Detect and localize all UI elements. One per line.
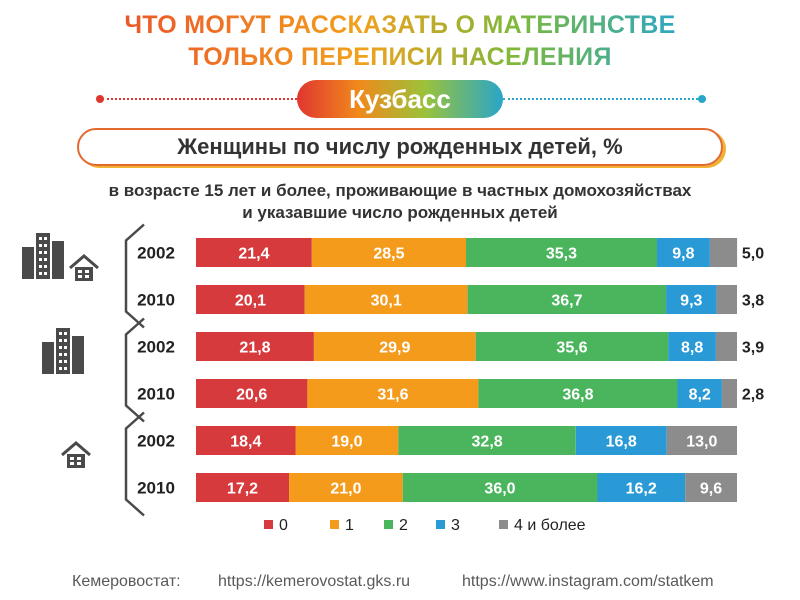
year-label: 2010 (137, 385, 175, 404)
bar-segment (575, 426, 667, 455)
data-label: 29,9 (379, 340, 410, 357)
chart-note-line-2: и указавшие число рожденных детей (242, 203, 558, 222)
data-label: 20,6 (236, 387, 267, 404)
group-bracket (124, 317, 145, 423)
data-label: 17,2 (227, 481, 258, 498)
bar-segment (402, 473, 598, 502)
bar-segment (398, 426, 576, 455)
data-label: 16,8 (606, 434, 637, 451)
bar-segment (304, 285, 468, 314)
bar-segment (196, 426, 296, 455)
bar-segment (475, 332, 669, 361)
bar-segment (721, 379, 737, 408)
year-label: 2002 (137, 244, 175, 263)
legend-label: 1 (345, 517, 354, 534)
data-label: 21,4 (238, 246, 269, 263)
data-label-outside: 2,8 (742, 387, 764, 404)
bar-segment (478, 379, 678, 408)
bar-segment (716, 285, 737, 314)
title-line-2: ТОЛЬКО ПЕРЕПИСИ НАСЕЛЕНИЯ (0, 42, 800, 72)
bar-segment (289, 473, 403, 502)
bar-segment (685, 473, 737, 502)
data-label: 8,2 (689, 387, 711, 404)
footer-instagram-link[interactable]: https://www.instagram.com/statkem (462, 573, 714, 590)
data-label: 28,5 (373, 246, 404, 263)
chart-title: Женщины по числу рожденных детей, % (77, 128, 723, 166)
bar-segment (196, 473, 290, 502)
data-label: 21,8 (239, 340, 270, 357)
footer-site-link[interactable]: https://kemerovostat.gks.ru (218, 573, 411, 590)
city-icon (22, 233, 64, 279)
stacked-bar-chart: 2002 21,4 28,5 35,3 9,8 5,0 2010 20,1 30,1 36,7 9,… (22, 223, 764, 534)
bar-segment (307, 379, 479, 408)
year-label: 2010 (137, 479, 175, 498)
bar-segment (196, 379, 308, 408)
divider-left-dot (96, 95, 104, 103)
house-icon (69, 254, 99, 281)
bar-segment (710, 238, 738, 267)
year-label: 2010 (137, 291, 175, 310)
data-label-outside: 5,0 (742, 246, 764, 263)
data-label: 9,3 (680, 293, 702, 310)
data-label: 21,0 (330, 481, 361, 498)
group-bracket (124, 223, 145, 329)
footer-source: Кемеровостат: (72, 573, 181, 590)
legend-swatch (384, 520, 393, 529)
legend-swatch (436, 520, 445, 529)
region-badge: Кузбасс (297, 80, 503, 118)
legend-swatch (499, 520, 508, 529)
bar-segment (196, 332, 314, 361)
data-label: 19,0 (331, 434, 362, 451)
city-icon (42, 328, 84, 374)
house-icon (61, 441, 91, 468)
bar-segment (666, 285, 717, 314)
data-label: 9,6 (700, 481, 722, 498)
data-label: 31,6 (377, 387, 408, 404)
data-label: 18,4 (230, 434, 261, 451)
bar-segment (668, 332, 716, 361)
bar-segment (466, 238, 657, 267)
data-label: 32,8 (472, 434, 503, 451)
divider-right-dot (698, 95, 706, 103)
data-label: 13,0 (686, 434, 717, 451)
bar-segment (196, 238, 312, 267)
data-label: 20,1 (235, 293, 266, 310)
legend-label: 2 (399, 517, 408, 534)
bar-segment (467, 285, 667, 314)
data-label: 35,6 (556, 340, 587, 357)
legend-label: 4 и более (514, 517, 586, 534)
bar-segment (313, 332, 476, 361)
data-label: 16,2 (626, 481, 657, 498)
data-label: 36,8 (562, 387, 593, 404)
data-label-outside: 3,9 (742, 340, 764, 357)
legend-swatch (264, 520, 273, 529)
legend-swatch (330, 520, 339, 529)
title-line-1: ЧТО МОГУТ РАССКАЗАТЬ О МАТЕРИНСТВЕ (0, 10, 800, 40)
year-label: 2002 (137, 338, 175, 357)
chart-note-line-1: в возрасте 15 лет и более, проживающие в… (108, 181, 692, 200)
data-label: 30,1 (371, 293, 402, 310)
bar-segment (196, 285, 305, 314)
divider-left (102, 98, 297, 100)
bar-segment (295, 426, 399, 455)
data-label: 36,7 (551, 293, 582, 310)
bar-segment (311, 238, 466, 267)
data-label-outside: 3,8 (742, 293, 764, 310)
legend-label: 0 (279, 517, 288, 534)
bar-segment (677, 379, 722, 408)
legend-label: 3 (451, 517, 460, 534)
data-label: 35,3 (546, 246, 577, 263)
group-bracket (124, 411, 145, 517)
bar-segment (656, 238, 710, 267)
bar-segment (715, 332, 737, 361)
data-label: 36,0 (484, 481, 515, 498)
data-label: 9,8 (672, 246, 694, 263)
bar-segment (666, 426, 737, 455)
divider-right (503, 98, 698, 100)
year-label: 2002 (137, 432, 175, 451)
data-label: 8,8 (681, 340, 703, 357)
bar-segment (597, 473, 685, 502)
